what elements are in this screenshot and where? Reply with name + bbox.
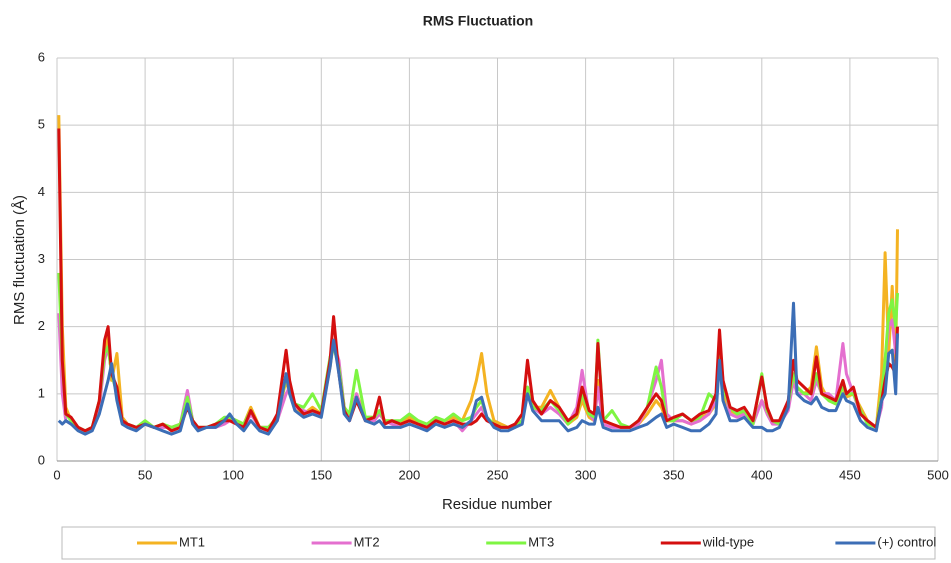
legend-label: MT2 — [354, 534, 380, 549]
chart-title: RMS Fluctuation — [423, 13, 533, 29]
y-tick-label: 2 — [38, 318, 45, 333]
legend-label: (+) control — [877, 534, 936, 549]
series-line — [57, 301, 899, 436]
series-line — [57, 115, 899, 433]
series-line — [57, 128, 899, 433]
x-tick-label: 0 — [53, 467, 60, 482]
x-tick-label: 50 — [138, 467, 152, 482]
legend-box — [61, 526, 936, 560]
x-axis-title: Residue number — [442, 496, 552, 513]
x-tick-label: 250 — [487, 467, 509, 482]
x-tick-label: 500 — [927, 467, 949, 482]
y-tick-label: 0 — [38, 452, 45, 467]
y-tick-label: 1 — [38, 385, 45, 400]
x-tick-label: 150 — [310, 467, 332, 482]
series-line — [57, 272, 899, 433]
x-tick-label: 350 — [663, 467, 685, 482]
y-tick-label: 4 — [38, 184, 45, 199]
x-tick-label: 300 — [575, 467, 597, 482]
y-axis-title: RMS fluctuation (Å) — [11, 195, 28, 325]
legend-label: wild-type — [702, 534, 754, 549]
x-tick-label: 400 — [751, 467, 773, 482]
y-tick-label: 6 — [38, 49, 45, 64]
x-tick-label: 100 — [222, 467, 244, 482]
x-tick-label: 200 — [399, 467, 421, 482]
x-tick-label: 450 — [839, 467, 861, 482]
y-tick-label: 3 — [38, 251, 45, 266]
legend-label: MT3 — [528, 534, 554, 549]
y-tick-label: 5 — [38, 117, 45, 132]
legend-label: MT1 — [179, 534, 205, 549]
